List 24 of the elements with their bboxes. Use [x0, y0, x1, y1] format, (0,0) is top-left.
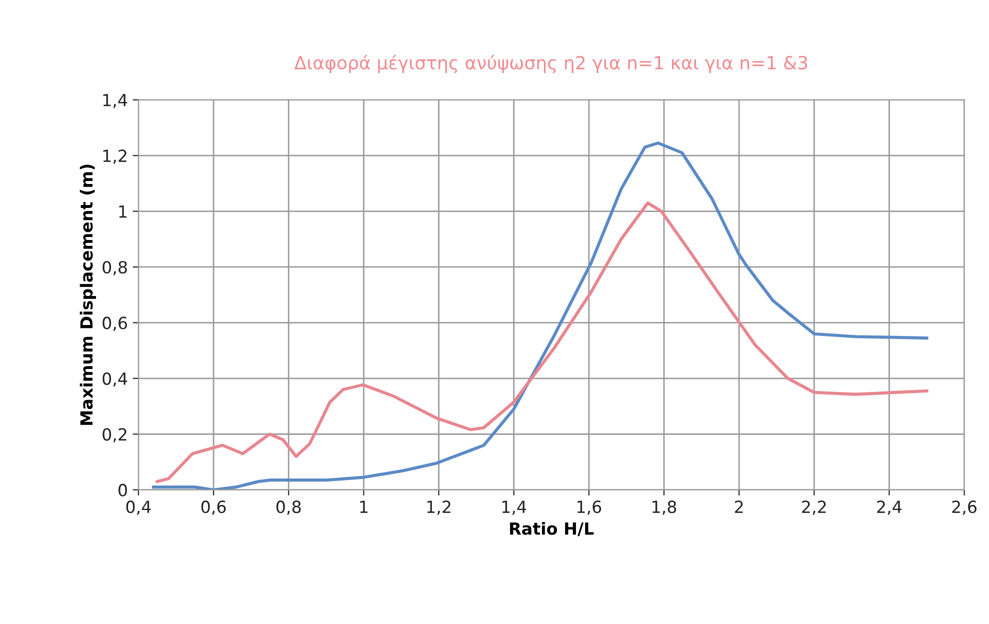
line-series	[152, 141, 928, 490]
y-axis-title: Maximum Displacement (m)	[80, 164, 96, 425]
x-tick-label: 1,4	[502, 500, 526, 515]
x-tick-label: 1,8	[652, 500, 676, 515]
x-tick-label: 2,2	[802, 500, 826, 515]
chart-title: Διαφορά μέγιστης ανύψωσης η2 για n=1 και για n=1 &3	[294, 54, 808, 74]
x-tick-label: 2,4	[877, 500, 902, 515]
y-tick-label: 0,6	[102, 316, 127, 331]
x-tick-label: 1,2	[427, 500, 450, 515]
y-tick-label: 0,8	[102, 260, 127, 276]
x-tick-label: 0,8	[276, 500, 301, 515]
y-tick-label: 0,4	[102, 372, 128, 387]
x-tick-label: 0,6	[201, 500, 226, 515]
line-series	[156, 201, 928, 484]
x-tick-label: 2	[734, 500, 743, 513]
x-tick-label: 2,6	[952, 500, 976, 515]
y-tick-label: 1	[119, 205, 127, 218]
y-tick-label: 0,2	[102, 428, 126, 442]
y-tick-label: 1,2	[103, 150, 126, 164]
y-tick-label: 1,4	[103, 94, 128, 108]
x-tick-label: 1	[360, 500, 368, 513]
x-tick-label: 1,6	[577, 500, 602, 515]
x-axis-title: Ratio H/L	[510, 522, 594, 536]
y-tick-label: 0	[118, 484, 127, 496]
